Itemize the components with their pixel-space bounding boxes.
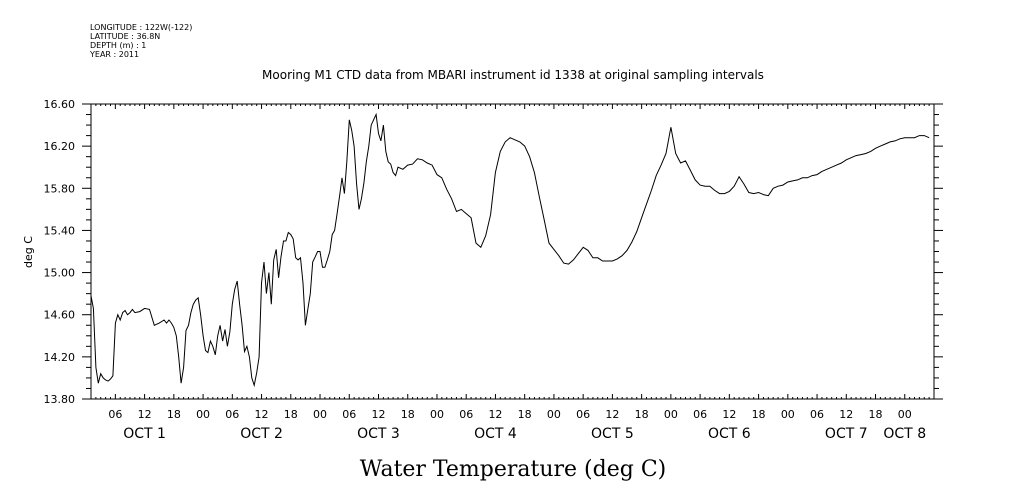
day-label: OCT 2 [240, 426, 283, 442]
day-label: OCT 6 [708, 426, 751, 442]
y-tick-label: 13.80 [44, 393, 76, 406]
x-tick-label: 12 [255, 408, 269, 421]
plot-frame [90, 103, 935, 400]
y-tick-label: 16.60 [44, 98, 76, 111]
x-tick-label: 06 [225, 408, 239, 421]
longitude-text: LONGITUDE : 122W(-122) [90, 23, 192, 32]
x-tick-label: 00 [664, 408, 678, 421]
x-tick-label: 06 [108, 408, 122, 421]
day-label: OCT 5 [591, 426, 634, 442]
y-tick-label: 16.20 [44, 140, 76, 153]
depth-text: DEPTH (m) : 1 [90, 41, 146, 50]
x-tick-label: 06 [342, 408, 356, 421]
latitude-text: LATITUDE : 36.8N [90, 32, 160, 41]
day-label: OCT 4 [474, 426, 517, 442]
x-tick-label: 00 [781, 408, 795, 421]
x-tick-label: 12 [371, 408, 385, 421]
x-tick-label: 12 [605, 408, 619, 421]
x-tick-labels: 06 12 18 00 06 12 18 00 06 12 18 00 06 12 18 00 06 12 18 00… [108, 408, 911, 421]
day-label: OCT 7 [825, 426, 868, 442]
y-tick-label: 15.00 [44, 267, 76, 280]
series-line [90, 112, 930, 388]
x-tick-label: 00 [547, 408, 561, 421]
day-label: OCT 1 [123, 426, 166, 442]
x-tick-label: 18 [284, 408, 298, 421]
x-tick-label: 12 [488, 408, 502, 421]
x-tick-label: 18 [167, 408, 181, 421]
x-tick-label: 18 [401, 408, 415, 421]
x-tick-label: 06 [810, 408, 824, 421]
x-tick-label: 18 [752, 408, 766, 421]
x-tick-label: 18 [518, 408, 532, 421]
x-tick-label: 06 [459, 408, 473, 421]
x-tick-label: 18 [635, 408, 649, 421]
x-tick-label: 00 [196, 408, 210, 421]
y-tick-label: 14.20 [44, 351, 76, 364]
x-tick-label: 12 [839, 408, 853, 421]
y-tick-label: 14.60 [44, 309, 76, 322]
x-axis-label: Water Temperature (deg C) [360, 457, 667, 482]
metadata-block: LONGITUDE : 122W(-122) LATITUDE : 36.8N … [89, 23, 192, 59]
axis-ticks [82, 103, 943, 400]
x-tick-label: 06 [576, 408, 590, 421]
y-tick-label: 15.80 [44, 182, 76, 195]
year-text: YEAR : 2011 [89, 50, 139, 59]
x-tick-label: 00 [313, 408, 327, 421]
x-tick-label: 06 [693, 408, 707, 421]
day-labels: OCT 1 OCT 2 OCT 3 OCT 4 OCT 5 OCT 6 OCT 7 OCT 8 [123, 426, 926, 442]
chart-title: Mooring M1 CTD data from MBARI instrumen… [262, 68, 764, 82]
y-tick-label: 15.40 [44, 224, 76, 237]
x-tick-label: 00 [898, 408, 912, 421]
x-tick-label: 12 [722, 408, 736, 421]
y-axis-label: deg C [22, 236, 35, 268]
x-tick-label: 12 [138, 408, 152, 421]
day-label: OCT 8 [883, 426, 926, 442]
y-tick-labels: 13.80 14.20 14.60 15.00 15.40 15.80 16.20 16.60 [44, 98, 76, 406]
x-tick-label: 18 [869, 408, 883, 421]
day-label: OCT 3 [357, 426, 400, 442]
x-tick-label: 00 [430, 408, 444, 421]
